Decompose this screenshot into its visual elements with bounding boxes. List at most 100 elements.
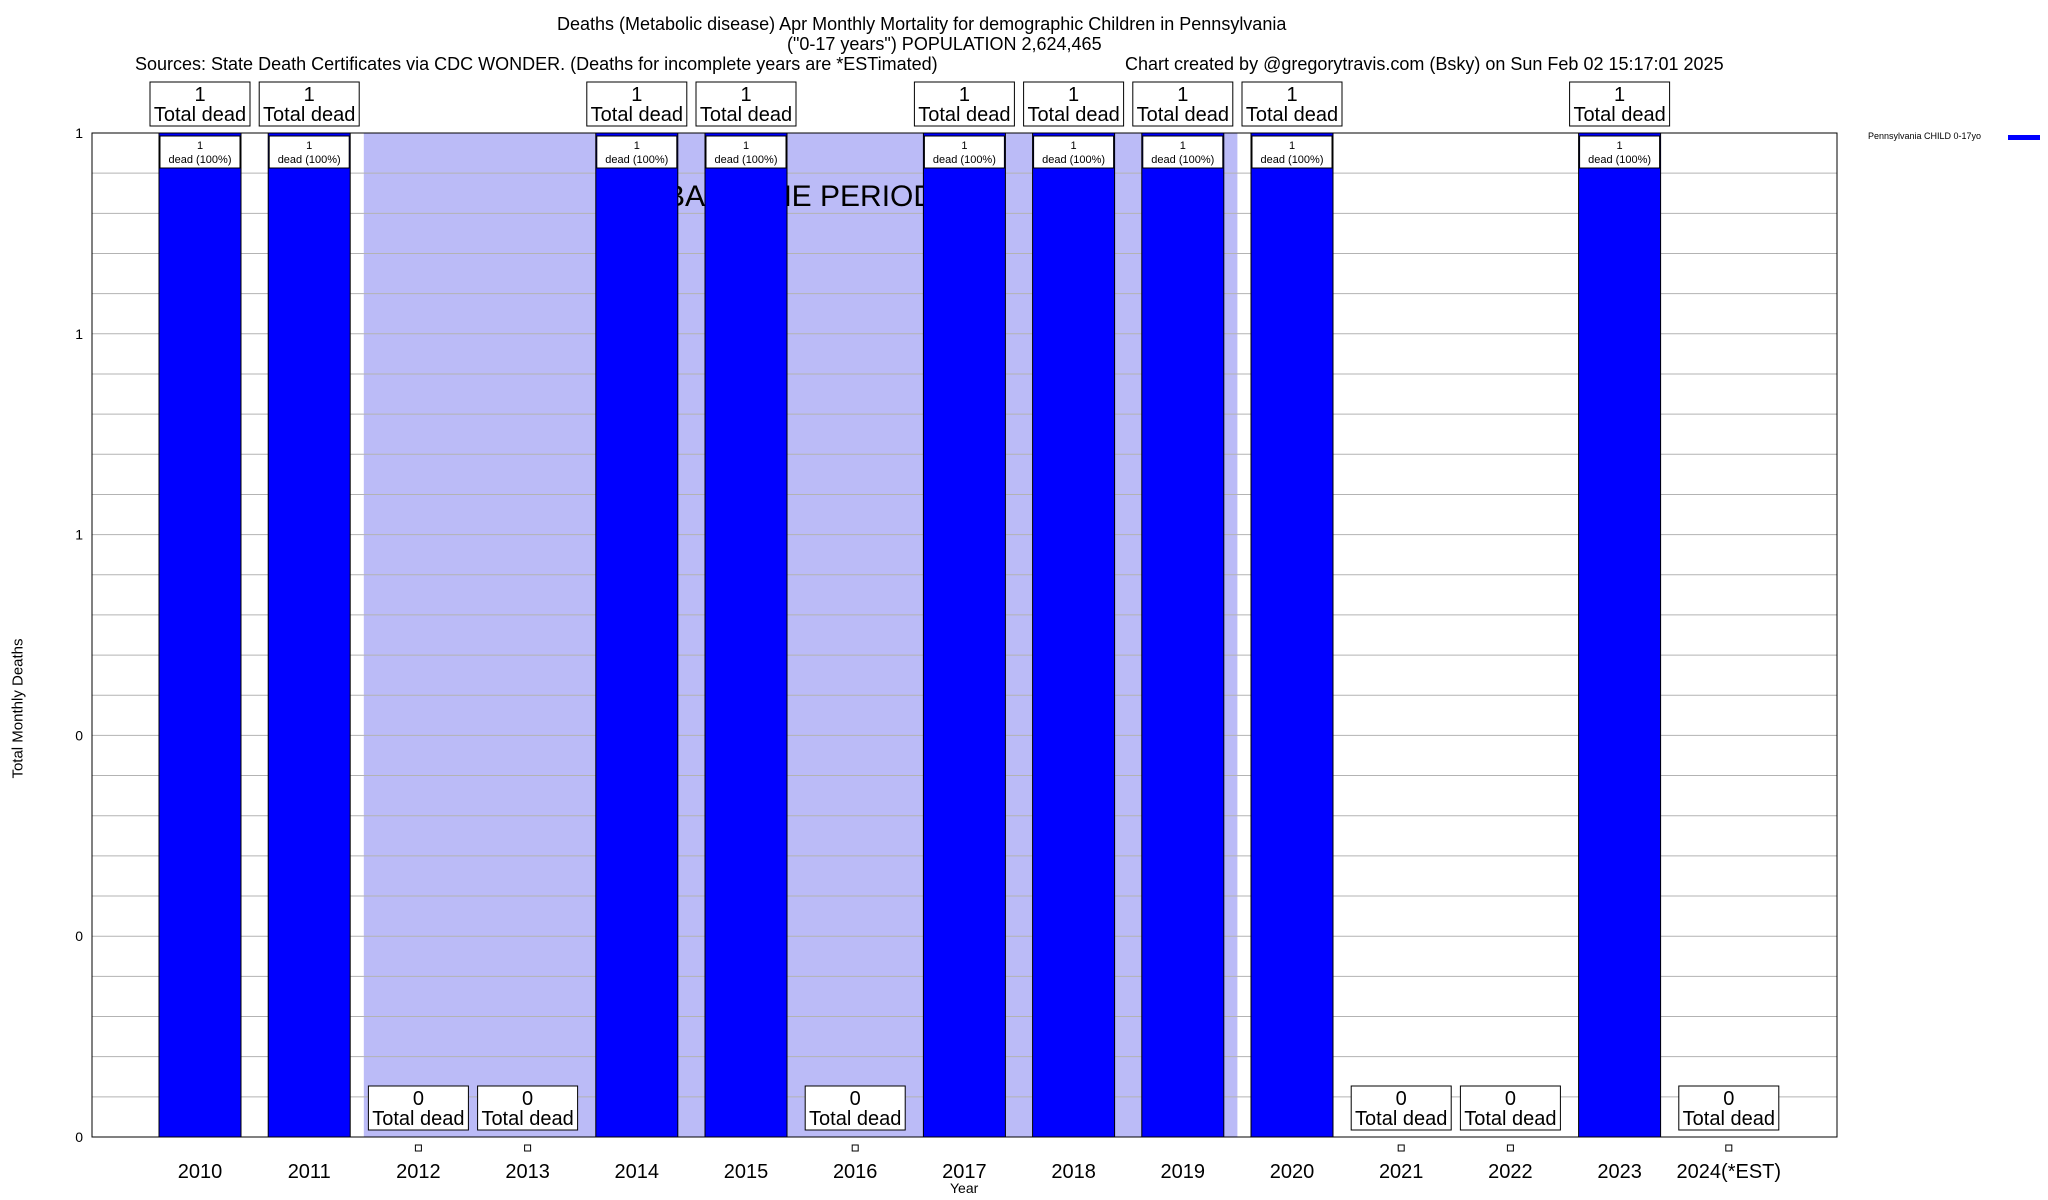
zero-point-marker: [851, 1144, 859, 1152]
total-label-text: Total dead: [809, 1108, 901, 1130]
total-label-count: 0: [1723, 1088, 1734, 1110]
chart-sources: Sources: State Death Certificates via CD…: [135, 54, 938, 74]
total-label-box: [1241, 81, 1343, 127]
x-tick-label: 2022: [1488, 1161, 1533, 1183]
total-label-box: [1132, 81, 1234, 127]
bar-label-box: [923, 135, 1005, 169]
chart-title-line1: Deaths (Metabolic disease) Apr Monthly M…: [557, 14, 1287, 34]
bar-label-box: [268, 135, 350, 169]
total-label-text: Total dead: [263, 104, 355, 126]
bar-label-count: 1: [634, 140, 640, 152]
bar-label-count: 1: [961, 140, 967, 152]
total-label-text: Total dead: [1573, 104, 1665, 126]
bar-label-count: 1: [197, 140, 203, 152]
x-tick-label: 2014: [615, 1161, 660, 1183]
zero-point-marker: [414, 1144, 422, 1152]
bar-label-count: 1: [1617, 140, 1623, 152]
total-label-box: [804, 1085, 906, 1131]
total-label-text: Total dead: [591, 104, 683, 126]
bar-label-count: 1: [1289, 140, 1295, 152]
x-tick-label: 2021: [1379, 1161, 1424, 1183]
chart-credit: Chart created by @gregorytravis.com (Bsk…: [1125, 54, 1724, 74]
total-label-count: 1: [1286, 84, 1297, 106]
bar-label-text: dead (100%): [169, 154, 232, 166]
total-label-box: [1459, 1085, 1561, 1131]
bar: [158, 132, 242, 1138]
x-tick-label: 2012: [396, 1161, 441, 1183]
bar-label-count: 1: [1071, 140, 1077, 152]
bar: [267, 132, 351, 1138]
total-label-count: 0: [1505, 1088, 1516, 1110]
total-label-text: Total dead: [481, 1108, 573, 1130]
total-label-text: Total dead: [918, 104, 1010, 126]
y-tick-label: 1: [75, 326, 83, 342]
bar-label-text: dead (100%): [605, 154, 668, 166]
zero-point-marker: [1725, 1144, 1733, 1152]
total-label-text: Total dead: [1246, 104, 1338, 126]
y-tick-label: 0: [75, 928, 83, 944]
bar-label-text: dead (100%): [715, 154, 778, 166]
bar-label-count: 1: [306, 140, 312, 152]
y-tick-label: 0: [75, 1129, 83, 1145]
bar: [1578, 132, 1662, 1138]
bar-label-text: dead (100%): [1151, 154, 1214, 166]
total-label-count: 0: [850, 1088, 861, 1110]
bar-label-box: [159, 135, 241, 169]
bar: [922, 132, 1006, 1138]
total-label-count: 1: [959, 84, 970, 106]
total-label-box: [1350, 1085, 1452, 1131]
bar-label-text: dead (100%): [1588, 154, 1651, 166]
bar-label-text: dead (100%): [1042, 154, 1105, 166]
total-label-text: Total dead: [1683, 1108, 1775, 1130]
y-tick-label: 1: [75, 125, 83, 141]
total-label-text: Total dead: [154, 104, 246, 126]
bar-label-text: dead (100%): [933, 154, 996, 166]
bar: [1032, 132, 1116, 1138]
total-label-count: 1: [1614, 84, 1625, 106]
bar-label-box: [1033, 135, 1115, 169]
total-label-box: [258, 81, 360, 127]
total-label-box: [695, 81, 797, 127]
total-label-box: [913, 81, 1015, 127]
total-label-box: [477, 1085, 579, 1131]
x-tick-label: 2024(*EST): [1677, 1161, 1782, 1183]
total-label-text: Total dead: [1355, 1108, 1447, 1130]
total-label-count: 0: [1396, 1088, 1407, 1110]
total-label-box: [367, 1085, 469, 1131]
plot-border: [91, 132, 1838, 1138]
total-label-text: Total dead: [700, 104, 792, 126]
x-tick-label: 2015: [724, 1161, 769, 1183]
bar-label-count: 1: [1180, 140, 1186, 152]
total-label-box: [1023, 81, 1125, 127]
total-label-count: 1: [1068, 84, 1079, 106]
total-label-count: 0: [522, 1088, 533, 1110]
chart-title-line2: ("0-17 years") POPULATION 2,624,465: [787, 34, 1102, 54]
zero-point-marker: [1397, 1144, 1405, 1152]
total-label-count: 1: [194, 84, 205, 106]
total-label-box: [1678, 1085, 1780, 1131]
total-label-box: [586, 81, 688, 127]
bar: [704, 132, 788, 1138]
x-tick-label: 2010: [178, 1161, 223, 1183]
x-tick-label: 2011: [288, 1161, 331, 1183]
bar-label-box: [1579, 135, 1661, 169]
bar-label-box: [705, 135, 787, 169]
x-tick-label: 2017: [942, 1161, 987, 1183]
bar-label-box: [596, 135, 678, 169]
bar-label-box: [1251, 135, 1333, 169]
y-axis-label: Total Monthly Deaths: [9, 638, 27, 779]
x-tick-label: 2023: [1597, 1161, 1642, 1183]
total-label-count: 0: [413, 1088, 424, 1110]
total-label-box: [149, 81, 251, 127]
total-label-text: Total dead: [1464, 1108, 1556, 1130]
x-tick-label: 2016: [833, 1161, 878, 1183]
y-tick-label: 0: [75, 727, 83, 743]
bar: [1141, 132, 1225, 1138]
total-label-count: 1: [1177, 84, 1188, 106]
y-tick-label: 1: [75, 527, 83, 543]
bar-label-count: 1: [743, 140, 749, 152]
total-label-text: Total dead: [1027, 104, 1119, 126]
x-tick-label: 2020: [1270, 1161, 1315, 1183]
total-label-count: 1: [304, 84, 315, 106]
